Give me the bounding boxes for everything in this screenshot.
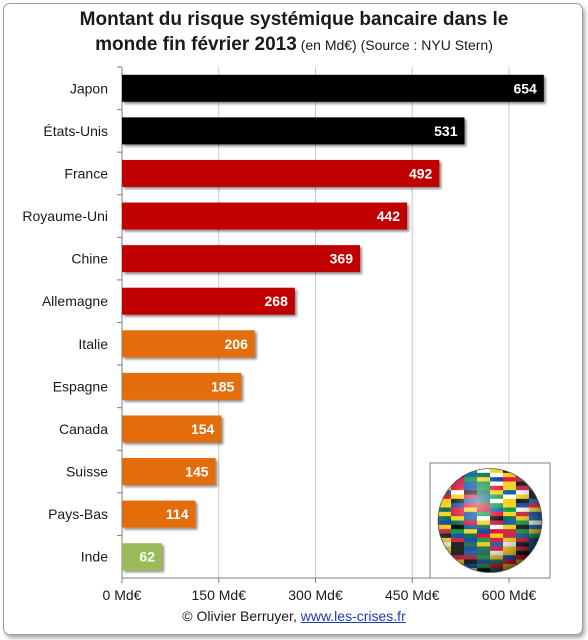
category-label: Inde — [81, 549, 108, 565]
value-label: 206 — [225, 336, 249, 352]
title-line-2: monde fin février 2013 (en Md€) (Source … — [0, 32, 588, 58]
bar — [122, 458, 216, 486]
value-label: 62 — [139, 549, 155, 565]
credit-line: © Olivier Berruyer, www.les-crises.fr — [0, 608, 588, 624]
category-label: Pays-Bas — [48, 506, 108, 522]
bar — [122, 287, 295, 315]
x-tick-label: 450 Md€ — [385, 587, 440, 603]
value-label: 185 — [211, 378, 235, 394]
value-label: 268 — [265, 293, 289, 309]
value-label: 654 — [513, 80, 537, 96]
title-line-1: Montant du risque systémique bancaire da… — [79, 9, 509, 30]
bar — [122, 415, 222, 443]
category-label: Royaume-Uni — [22, 208, 108, 224]
category-label: Japon — [70, 80, 108, 96]
x-tick-label: 300 Md€ — [288, 587, 343, 603]
x-tick-label: 0 Md€ — [103, 587, 142, 603]
bar — [122, 500, 196, 528]
value-label: 492 — [409, 165, 433, 181]
category-label: Italie — [78, 336, 108, 352]
bar — [122, 74, 544, 102]
bar — [122, 245, 361, 273]
title-line-2-main: monde fin février 2013 — [95, 34, 297, 55]
bar — [122, 159, 440, 187]
globe-shading — [437, 468, 543, 573]
chart-title: Montant du risque systémique bancaire da… — [0, 7, 588, 58]
value-label: 369 — [330, 251, 354, 267]
value-label: 531 — [434, 123, 458, 139]
bar — [122, 372, 242, 400]
credit-author: © Olivier Berruyer, — [182, 608, 301, 624]
category-label: Espagne — [53, 378, 108, 394]
bar — [122, 117, 465, 145]
value-label: 114 — [166, 506, 189, 522]
category-label: Allemagne — [42, 293, 108, 309]
x-tick-label: 600 Md€ — [482, 587, 537, 603]
value-label: 145 — [185, 464, 209, 480]
title-source-note: (en Md€) (Source : NYU Stern) — [296, 37, 493, 53]
category-label: Chine — [71, 251, 108, 267]
category-label: France — [64, 165, 108, 181]
bar — [122, 330, 255, 358]
value-label: 154 — [191, 421, 215, 437]
bar — [122, 202, 408, 230]
x-tick-label: 150 Md€ — [192, 587, 247, 603]
category-label: Suisse — [66, 464, 108, 480]
credit-link[interactable]: www.les-crises.fr — [300, 608, 406, 624]
category-label: Canada — [59, 421, 108, 437]
bar — [122, 543, 162, 571]
value-label: 442 — [377, 208, 401, 224]
category-label: États-Unis — [43, 123, 108, 139]
